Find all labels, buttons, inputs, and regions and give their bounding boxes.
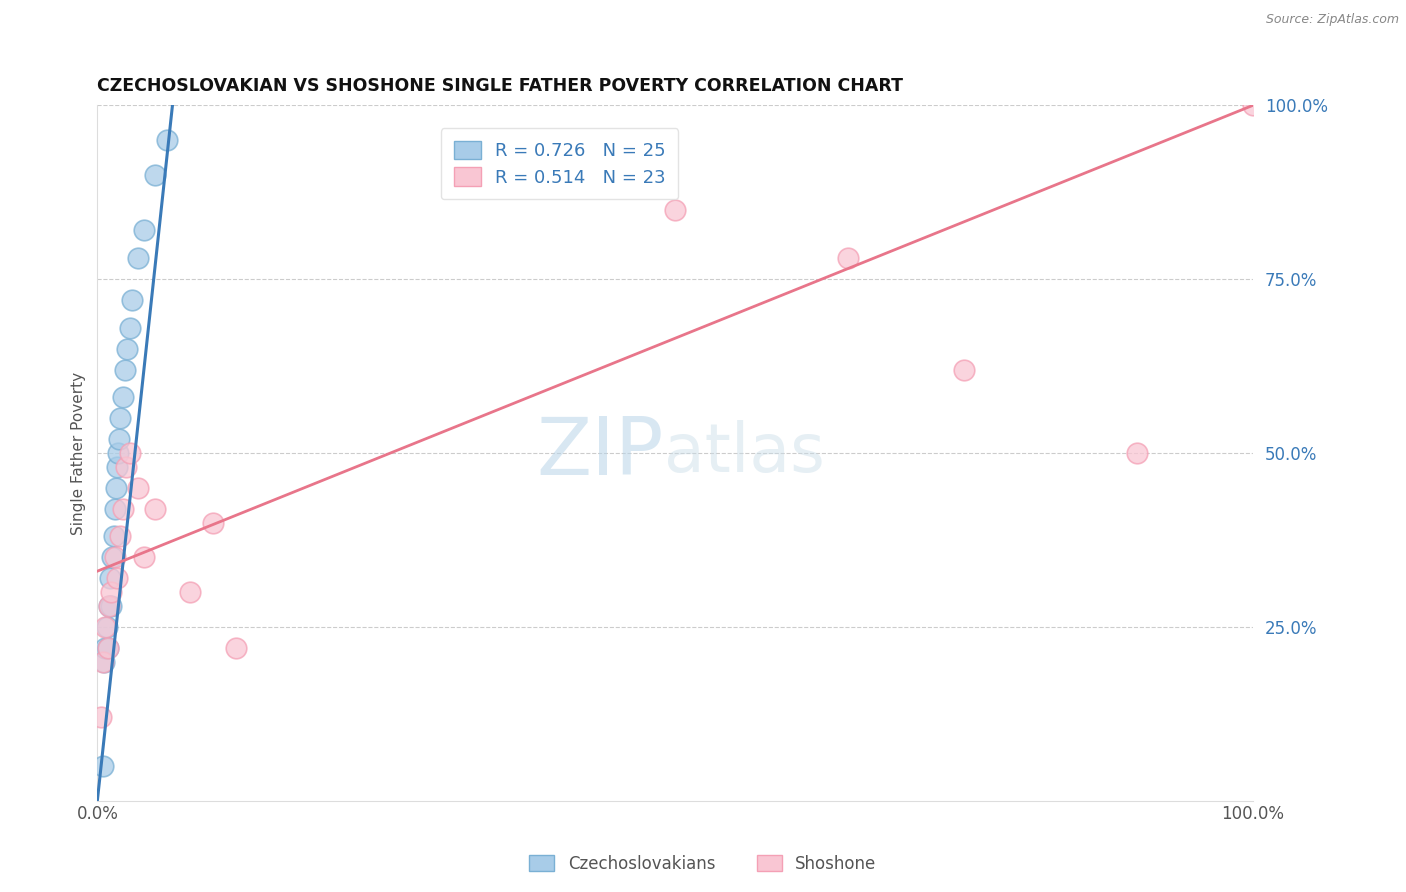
Point [132, 550, 155, 565]
Point [127, 481, 149, 495]
Point [101, 550, 124, 565]
Point [96, 620, 118, 634]
Point [118, 321, 141, 335]
Point [97, 640, 120, 655]
Point [110, 411, 132, 425]
Point [100, 599, 122, 613]
Point [664, 202, 686, 217]
Point [103, 529, 125, 543]
Y-axis label: Single Father Poverty: Single Father Poverty [72, 371, 86, 534]
Point [121, 293, 143, 307]
Point [143, 501, 166, 516]
Point [90, 710, 112, 724]
Point [132, 223, 155, 237]
Point [1241, 98, 1264, 112]
Point [107, 446, 129, 460]
Point [953, 362, 976, 376]
Point [837, 252, 859, 266]
Point [114, 362, 136, 376]
Point [104, 481, 127, 495]
Point [104, 501, 127, 516]
Point [179, 585, 201, 599]
Point [94, 640, 117, 655]
Point [115, 459, 138, 474]
Point [105, 459, 128, 474]
Text: ZIP: ZIP [536, 414, 664, 492]
Point [118, 446, 141, 460]
Point [110, 529, 132, 543]
Point [100, 585, 122, 599]
Point [143, 168, 166, 182]
Point [111, 501, 134, 516]
Point [97, 640, 120, 655]
Point [91, 655, 114, 669]
Text: Source: ZipAtlas.com: Source: ZipAtlas.com [1265, 13, 1399, 27]
Point [98, 571, 121, 585]
Point [117, 342, 139, 356]
Point [94, 620, 117, 634]
Point [201, 516, 224, 530]
Point [91, 759, 114, 773]
Point [97, 599, 120, 613]
Point [105, 571, 128, 585]
Legend: R = 0.726   N = 25, R = 0.514   N = 23: R = 0.726 N = 25, R = 0.514 N = 23 [441, 128, 678, 200]
Text: CZECHOSLOVAKIAN VS SHOSHONE SINGLE FATHER POVERTY CORRELATION CHART: CZECHOSLOVAKIAN VS SHOSHONE SINGLE FATHE… [97, 78, 903, 95]
Point [225, 640, 247, 655]
Point [1126, 446, 1149, 460]
Point [93, 655, 115, 669]
Point [156, 133, 179, 147]
Point [127, 252, 149, 266]
Point [108, 432, 131, 446]
Legend: Czechoslovakians, Shoshone: Czechoslovakians, Shoshone [523, 848, 883, 880]
Point [97, 599, 120, 613]
Point [111, 390, 134, 404]
Text: atlas: atlas [664, 420, 824, 486]
Point [104, 550, 127, 565]
